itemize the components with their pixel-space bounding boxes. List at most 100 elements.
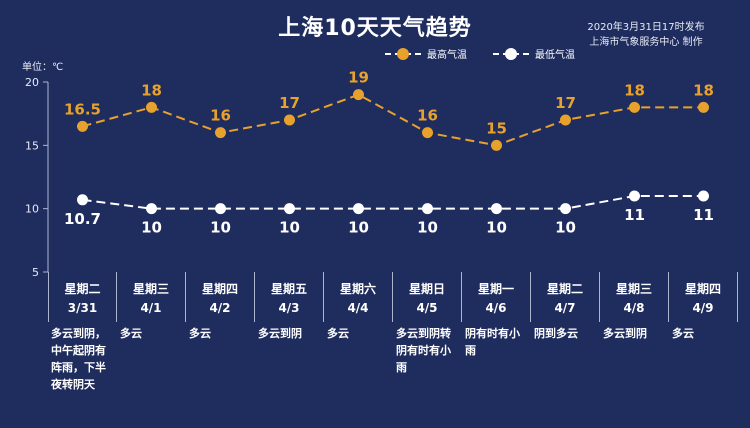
low-temp-point <box>491 203 502 215</box>
y-tick-label: 20 <box>25 76 39 89</box>
low-temp-label: 10 <box>210 219 231 237</box>
day-weekday: 星期三 <box>132 282 169 296</box>
day-condition: 多云 <box>120 327 142 340</box>
day-date: 4/3 <box>278 301 300 315</box>
day-date: 4/1 <box>140 301 162 315</box>
day-cell: 星期三 4/8 <box>600 272 669 322</box>
low-temp-point <box>560 203 571 215</box>
day-header-row: 星期二 3/31 星期三 4/1 星期四 4/2 星期五 4/3 星期六 4/4 星期日 4… <box>48 272 738 322</box>
low-temp-label: 11 <box>693 206 714 224</box>
publisher: 上海市气象服务中心 制作 <box>589 37 703 48</box>
legend-low-label: 最低气温 <box>535 50 575 61</box>
day-date: 4/2 <box>209 301 231 315</box>
day-date: 3/31 <box>67 301 98 315</box>
day-cell: 星期四 4/2 <box>186 272 255 322</box>
day-weekday: 星期二 <box>546 282 583 296</box>
low-temp-label: 10.7 <box>64 210 101 228</box>
page-title: 上海10天天气趋势 <box>278 16 472 41</box>
day-weekday: 星期五 <box>270 282 307 296</box>
low-temp-label: 10 <box>141 219 162 237</box>
high-temp-point <box>629 101 640 113</box>
day-date: 4/8 <box>623 301 645 315</box>
day-weekday: 星期四 <box>201 282 238 296</box>
legend-item-low: 最低气温 <box>493 46 575 61</box>
high-temp-line <box>82 93 704 147</box>
day-condition: 多云到阴 <box>258 327 302 340</box>
condition-row: 多云到阴，中午起阴有阵雨，下半夜转阴天 多云 多云 多云到阴 多云 多云到阴转阴… <box>48 325 738 393</box>
day-date: 4/6 <box>485 301 507 315</box>
legend-high-symbol <box>385 47 421 61</box>
day-date: 4/5 <box>416 301 438 315</box>
y-tick-label: 10 <box>25 203 39 216</box>
day-weekday: 星期二 <box>64 282 101 296</box>
day-cell: 星期三 4/1 <box>117 272 186 322</box>
high-temp-label: 17 <box>555 94 576 112</box>
day-date: 4/4 <box>347 301 369 315</box>
day-condition: 阴有时有小雨 <box>465 327 520 357</box>
low-temp-point <box>353 203 364 215</box>
day-weekday: 星期一 <box>477 282 514 296</box>
day-weekday: 星期四 <box>684 282 721 296</box>
low-temp-point <box>215 203 226 215</box>
high-temp-point <box>146 101 157 113</box>
high-temp-label: 18 <box>693 81 714 99</box>
high-temp-point <box>77 120 88 132</box>
high-temp-label: 19 <box>348 69 369 87</box>
high-temp-point <box>284 114 295 126</box>
high-temp-point <box>353 89 364 101</box>
high-temp-label: 16 <box>417 107 438 125</box>
day-cell: 星期二 4/7 <box>531 272 600 322</box>
high-temp-point <box>698 101 709 113</box>
high-temp-point <box>215 127 226 139</box>
day-cell: 星期五 4/3 <box>255 272 324 322</box>
high-temp-label: 15 <box>486 119 507 137</box>
day-condition: 多云 <box>189 327 211 340</box>
high-temp-point <box>560 114 571 126</box>
day-weekday: 星期三 <box>615 282 652 296</box>
low-temp-label: 10 <box>486 219 507 237</box>
day-cell: 星期二 3/31 <box>48 272 117 322</box>
low-temp-label: 10 <box>348 219 369 237</box>
low-temp-label: 10 <box>555 219 576 237</box>
high-temp-label: 17 <box>279 94 300 112</box>
day-weekday: 星期六 <box>339 282 376 296</box>
high-temp-label: 16 <box>210 107 231 125</box>
day-condition: 阴到多云 <box>534 327 578 340</box>
publish-time: 2020年3月31日17时发布 <box>587 22 705 33</box>
low-temp-label: 11 <box>624 206 645 224</box>
high-temp-label: 18 <box>141 81 162 99</box>
day-weekday: 星期日 <box>408 282 445 296</box>
low-temp-point <box>284 203 295 215</box>
legend-item-high: 最高气温 <box>385 46 467 61</box>
low-temp-point <box>146 203 157 215</box>
high-temp-label: 16.5 <box>64 100 101 118</box>
low-temp-label: 10 <box>417 219 438 237</box>
high-temp-point <box>422 127 433 139</box>
day-condition: 多云 <box>672 327 694 340</box>
day-condition: 多云到阴转阴有时有小雨 <box>396 327 451 374</box>
low-temp-point <box>422 203 433 215</box>
legend-high-label: 最高气温 <box>427 50 467 61</box>
day-condition: 多云 <box>327 327 349 340</box>
y-axis-unit-label: 单位：℃ <box>22 62 64 73</box>
day-date: 4/9 <box>692 301 714 315</box>
low-temp-point <box>698 190 709 202</box>
day-condition: 多云到阴 <box>603 327 647 340</box>
y-tick-label: 5 <box>32 266 39 279</box>
day-cell: 星期一 4/6 <box>462 272 531 322</box>
publish-info: 2020年3月31日17时发布 上海市气象服务中心 制作 <box>556 20 736 50</box>
low-temp-line <box>82 195 704 210</box>
low-temp-label: 10 <box>279 219 300 237</box>
day-cell: 星期四 4/9 <box>669 272 738 322</box>
y-tick-label: 15 <box>25 139 39 152</box>
day-cell: 星期日 4/5 <box>393 272 462 322</box>
day-cell: 星期六 4/4 <box>324 272 393 322</box>
high-temp-label: 18 <box>624 81 645 99</box>
low-temp-point <box>629 190 640 202</box>
high-temp-point <box>491 139 502 151</box>
day-condition: 多云到阴，中午起阴有阵雨，下半夜转阴天 <box>51 327 106 391</box>
day-date: 4/7 <box>554 301 576 315</box>
legend-low-symbol <box>493 47 529 61</box>
low-temp-point <box>77 194 88 206</box>
